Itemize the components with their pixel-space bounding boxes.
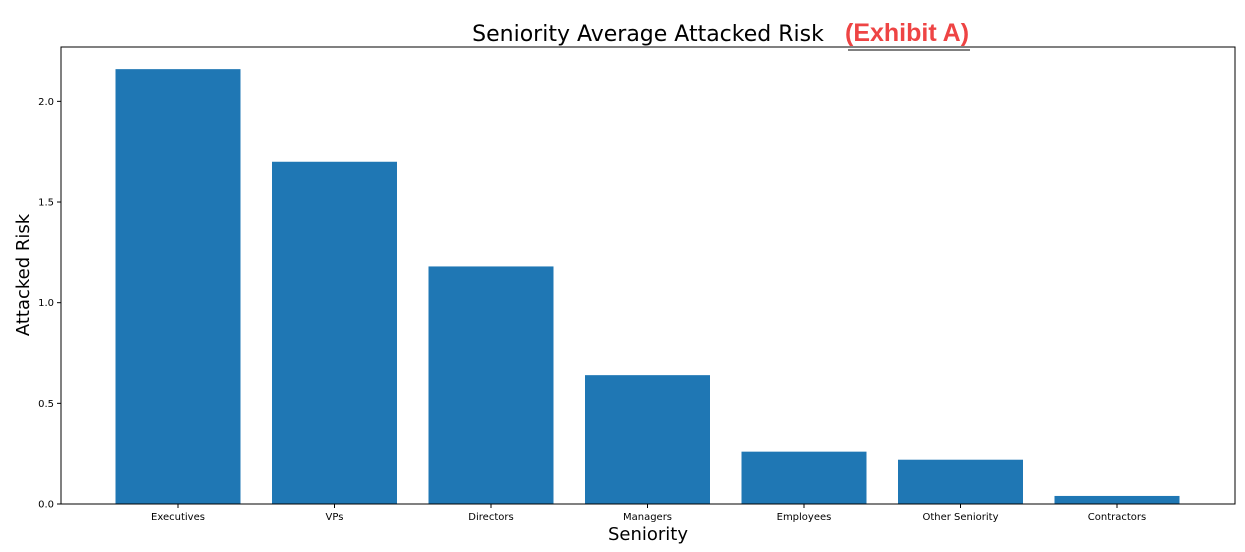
x-tick-label: Directors [468, 512, 513, 523]
y-tick-label: 0.5 [38, 399, 54, 410]
x-tick-label: Executives [151, 512, 205, 523]
y-ticks-group: 0.0 0.5 1.0 1.5 2.0 [38, 97, 61, 511]
bar-employees [741, 451, 867, 504]
y-axis-title: Attacked Risk [13, 213, 34, 336]
x-tick-label: Other Seniority [922, 512, 998, 523]
bar-other-seniority [898, 459, 1023, 504]
y-tick-label: 2.0 [38, 97, 54, 108]
y-tick-label: 1.5 [38, 198, 54, 209]
bar-executives [115, 69, 241, 504]
y-tick-label: 1.0 [38, 298, 54, 309]
x-tick-label: Employees [777, 512, 832, 523]
bar-vps [272, 161, 397, 505]
x-tick-label: VPs [326, 512, 344, 523]
bars-group [115, 69, 1180, 505]
plot-frame [60, 46, 1236, 505]
bar-managers [585, 375, 710, 504]
x-tick-label: Contractors [1088, 512, 1146, 523]
x-ticks-group: Executives VPs Directors Managers Employees O… [151, 504, 1146, 523]
exhibit-annotation: (Exhibit A) [845, 19, 969, 47]
x-axis-title: Seniority [608, 524, 688, 545]
bar-contractors [1054, 495, 1180, 504]
chart-title: Seniority Average Attacked Risk [472, 22, 824, 47]
bar-directors [428, 266, 554, 504]
y-tick-label: 0.0 [38, 500, 54, 511]
x-tick-label: Managers [623, 512, 672, 523]
